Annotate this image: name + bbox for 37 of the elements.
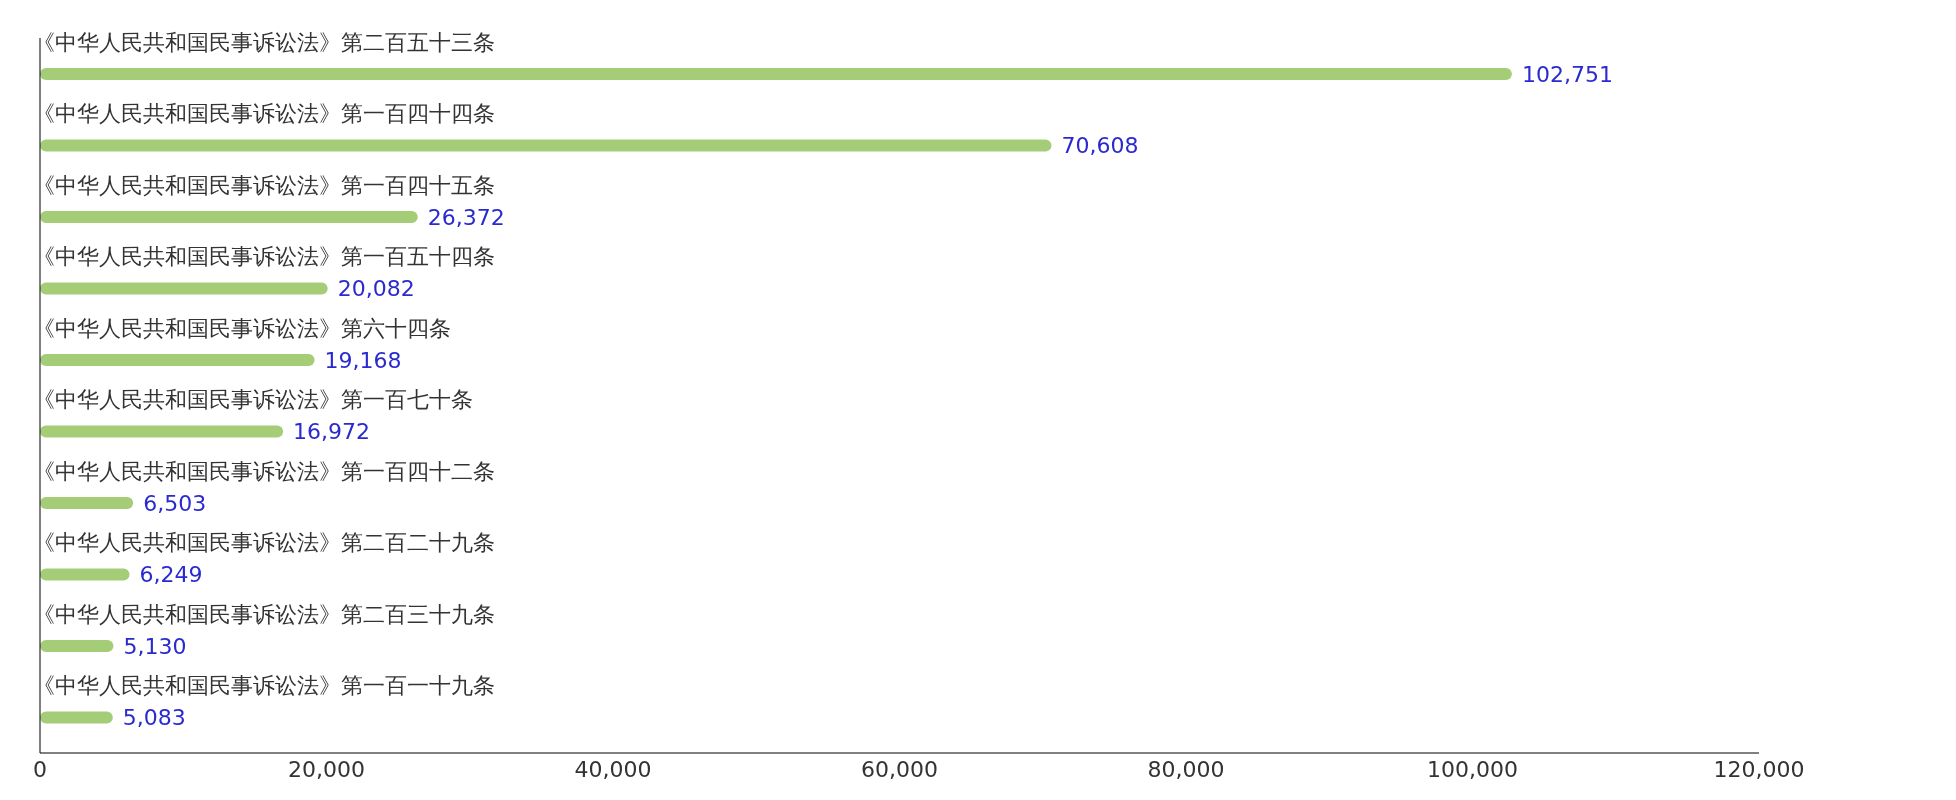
y-tick-label: 《中华人民共和国民事诉讼法》第一百四十二条 (33, 458, 495, 484)
x-tick-label: 20,000 (288, 756, 365, 782)
data-label: 26,372 (427, 204, 505, 230)
data-label: 70,608 (1061, 133, 1139, 159)
data-label: 5,130 (123, 633, 187, 659)
data-label: 6,503 (143, 490, 207, 516)
bar (40, 211, 418, 223)
x-tick-label: 0 (33, 756, 47, 782)
x-tick-label: 100,000 (1427, 756, 1518, 782)
bar (40, 139, 1052, 152)
x-tick-label: 60,000 (861, 756, 938, 782)
y-tick-label: 《中华人民共和国民事诉讼法》第一百四十四条 (33, 101, 495, 127)
data-label: 102,751 (1521, 61, 1613, 87)
x-tick-label: 120,000 (1713, 756, 1805, 782)
y-tick-label: 《中华人民共和国民事诉讼法》第一百一十九条 (33, 673, 495, 699)
bar (40, 568, 130, 581)
y-tick-label: 《中华人民共和国民事诉讼法》第六十四条 (33, 315, 451, 341)
x-tick-label: 40,000 (574, 756, 652, 782)
y-tick-label: 《中华人民共和国民事诉讼法》第二百五十三条 (33, 29, 495, 55)
bar (40, 282, 328, 295)
y-tick-label: 《中华人民共和国民事诉讼法》第一百五十四条 (33, 244, 495, 270)
bar (40, 640, 114, 652)
bar (40, 354, 315, 366)
data-label: 16,972 (293, 419, 371, 445)
data-label: 5,083 (122, 705, 186, 731)
bar (40, 68, 1512, 80)
y-tick-label: 《中华人民共和国民事诉讼法》第二百三十九条 (33, 601, 495, 627)
y-tick-label: 《中华人民共和国民事诉讼法》第一百七十条 (33, 387, 473, 413)
data-label: 6,249 (139, 562, 203, 588)
data-label: 20,082 (337, 276, 415, 302)
y-tick-label: 《中华人民共和国民事诉讼法》第二百二十九条 (33, 530, 495, 556)
bar (40, 711, 113, 724)
x-tick-label: 80,000 (1147, 756, 1225, 782)
data-label: 19,168 (324, 347, 402, 373)
y-tick-label: 《中华人民共和国民事诉讼法》第一百四十五条 (33, 172, 495, 198)
bar (40, 425, 284, 438)
bar (40, 497, 134, 509)
